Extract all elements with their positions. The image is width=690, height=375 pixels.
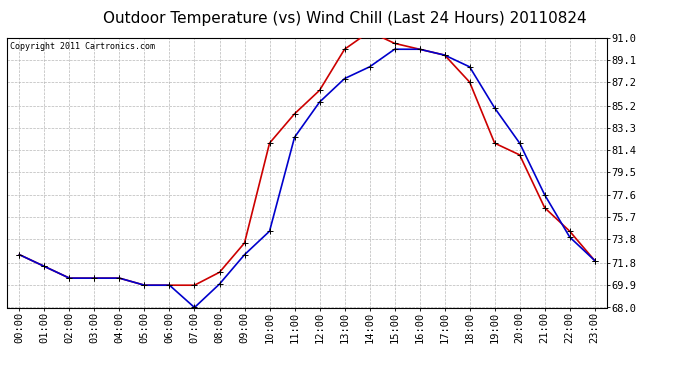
Text: Outdoor Temperature (vs) Wind Chill (Last 24 Hours) 20110824: Outdoor Temperature (vs) Wind Chill (Las… (104, 11, 586, 26)
Text: Copyright 2011 Cartronics.com: Copyright 2011 Cartronics.com (10, 42, 155, 51)
